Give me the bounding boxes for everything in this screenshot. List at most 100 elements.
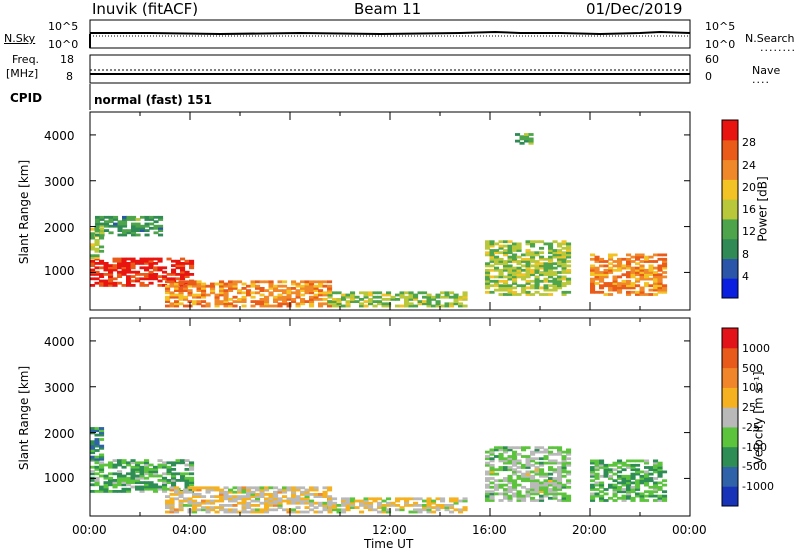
velocity-cell-0 [175,472,181,476]
velocity-cell-0 [162,465,168,469]
velocity-cell-0 [103,483,109,487]
power-cell-5 [516,242,522,246]
velocity-cell-4 [548,459,554,463]
power-cell-3 [264,289,270,292]
power-cell-3 [264,300,270,303]
power-cell-0 [94,277,100,281]
power-cell-0 [130,284,136,287]
power-cell-5 [534,268,540,272]
power-cell-6 [617,275,623,279]
power-cell-6 [590,279,596,283]
power-cell-6 [626,279,632,283]
velocity-cell-3 [386,501,392,505]
power-cell-4 [345,293,351,297]
velocity-cell-2 [169,504,175,507]
velocity-cell-0 [121,490,127,493]
power-cell-3 [228,302,234,306]
power-cell-3 [192,302,198,306]
velocity-cell-0 [180,472,186,476]
power-cell-6 [630,275,636,279]
colorbar-swatch [722,347,738,369]
power-cell-6 [635,268,641,272]
power-cell-3 [277,298,283,301]
velocity-ytick-3000: 3000 [44,381,75,395]
power-cell-0 [117,264,123,267]
velocity-cell-5 [662,494,668,498]
velocity-cell-4 [507,468,513,472]
power-cell-0 [180,257,186,261]
velocity-cell-0 [130,465,136,469]
velocity-cell-0 [184,472,190,476]
velocity-cell-0 [189,463,195,467]
nsky-label: N.Sky [4,32,36,45]
power-cell-5 [507,268,513,272]
velocity-cell-4 [534,470,540,474]
power-cell-5 [548,293,554,296]
velocity-cell-2 [178,506,184,509]
velocity-cell-3 [368,508,374,512]
power-cell-4 [435,304,441,308]
power-cell-0 [139,277,145,281]
velocity-cell-3 [413,501,419,505]
power-cell-5 [552,282,558,285]
velocity-cell-0 [112,490,118,493]
velocity-cell-4 [530,463,536,467]
velocity-cell-3 [462,497,468,501]
power-cell-6 [599,264,605,268]
power-cell-1 [90,236,96,240]
power-cell-3 [309,284,315,288]
power-cell-3 [165,280,171,284]
velocity-cell-0 [130,468,136,471]
power-cell-5 [498,260,504,263]
velocity-cell-4 [561,499,567,502]
velocity-cell-0 [126,472,132,476]
power-cell-0 [126,284,132,287]
velocity-cell-4 [557,452,563,456]
velocity-cell-0 [166,472,172,476]
power-cell-6 [594,266,600,270]
power-cell-4 [345,300,351,303]
velocity-cell-5 [626,463,632,467]
power-cell-3 [268,291,274,295]
velocity-cell-0 [130,459,136,462]
power-cell-4 [359,304,365,308]
power-cell-2 [117,222,123,226]
velocity-cell-2 [210,495,216,498]
power-cell-6 [644,268,650,272]
colorbar-swatch [722,120,738,141]
power-cell-0 [112,268,118,272]
velocity-cell-5 [621,468,627,472]
power-cell-5 [557,284,563,288]
velocity-cell-2 [255,497,261,501]
velocity-cell-0 [157,487,163,491]
velocity-cell-3 [354,499,360,503]
power-cell-3 [318,304,324,308]
power-cell-6 [603,282,609,285]
power-cell-6 [644,271,650,274]
velocity-cell-0 [162,479,168,482]
velocity-cell-0 [139,476,145,480]
power-cell-0 [184,273,190,276]
velocity-cell-4 [521,479,527,483]
velocity-cell-4 [539,463,545,467]
velocity-cell-0 [148,481,154,484]
power-cell-4 [462,291,468,295]
velocity-cell-2 [174,490,180,494]
nsearch-legend-dots: ········ [760,44,796,57]
velocity-cell-5 [657,485,663,489]
velocity-cell-5 [608,474,614,478]
power-cell-0 [103,268,109,272]
power-cell-5 [485,271,491,274]
power-cell-0 [166,257,172,261]
velocity-cell-0 [144,463,150,467]
power-cell-6 [657,273,663,277]
power-cell-5 [521,286,527,290]
velocity-cell-5 [612,472,618,476]
velocity-cell-0 [180,459,186,462]
power-cell-0 [99,275,105,278]
velocity-cell-4 [548,492,554,496]
velocity-cell-5 [662,499,668,502]
power-cell-6 [621,282,627,285]
velocity-cell-2 [223,486,229,490]
power-cell-5 [516,273,522,277]
